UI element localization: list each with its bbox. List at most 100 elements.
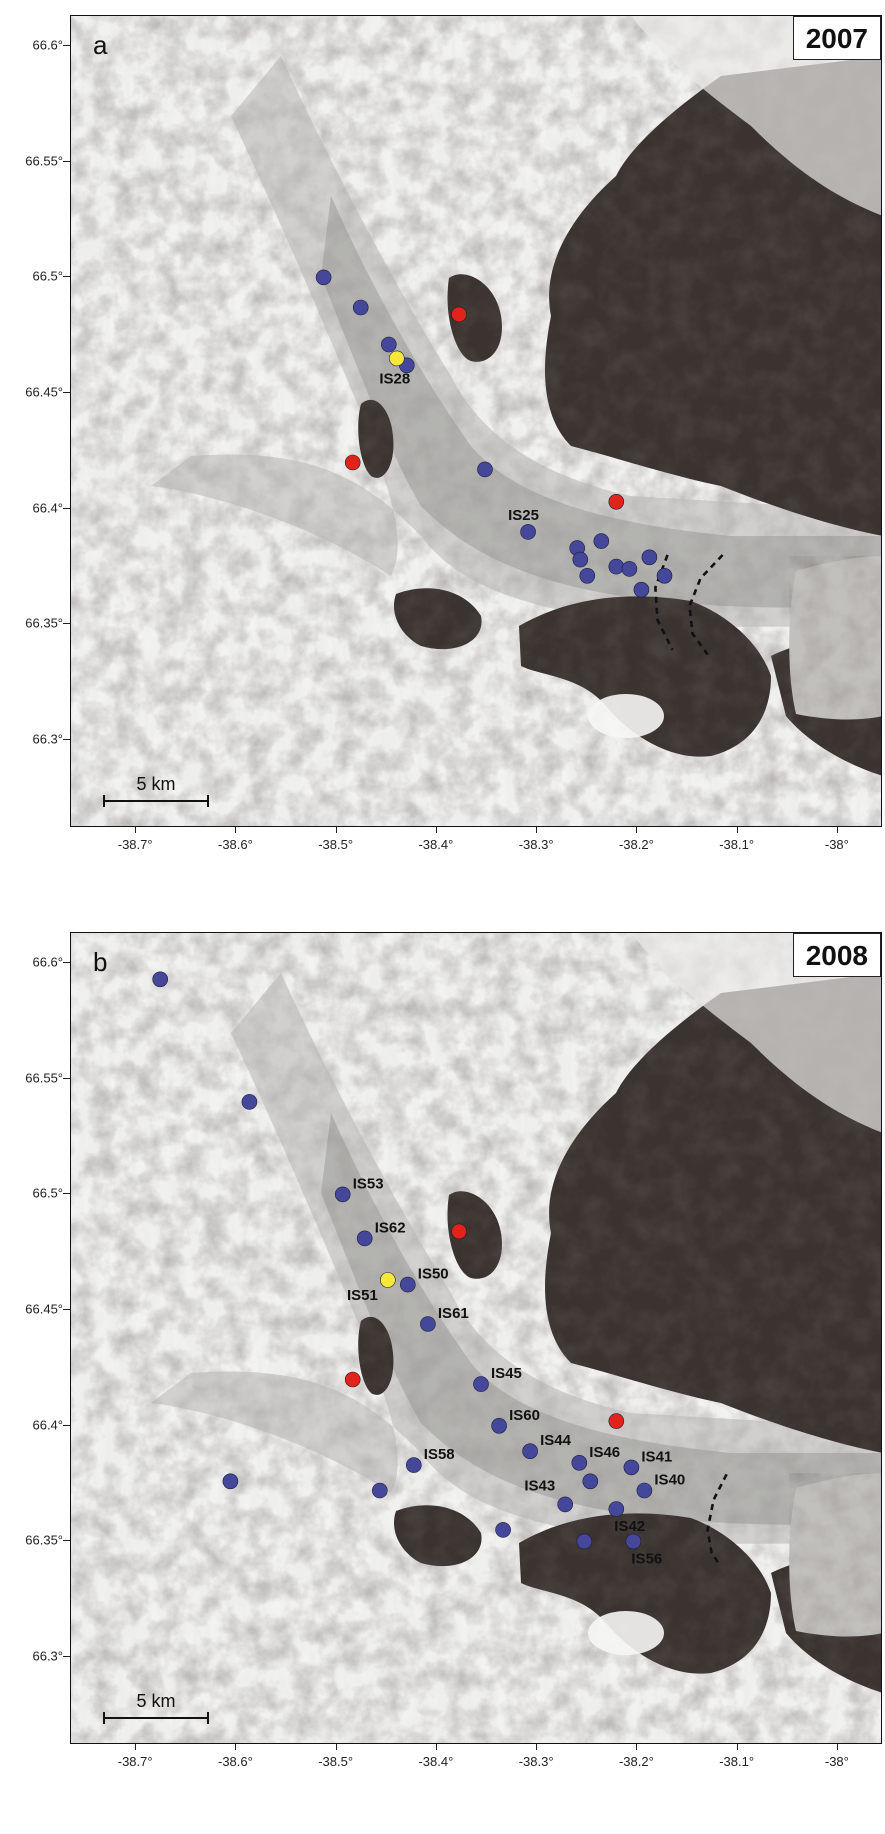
gps-station-marker (593, 533, 610, 549)
latitude-tick (63, 507, 70, 509)
longitude-tick (736, 1744, 738, 1750)
scale-bar-label: 5 km (136, 774, 176, 794)
scale-bar-cap (103, 795, 105, 807)
gps-station-marker (522, 1443, 538, 1460)
panel-letter: b (93, 947, 108, 977)
gps-station-marker (371, 1482, 388, 1499)
panel-letter: a (93, 30, 108, 60)
latitude-tick (63, 1656, 70, 1658)
latitude-tick-label: 66.6° (32, 37, 63, 53)
longitude-tick (836, 827, 838, 833)
station-label: IS53 (353, 1175, 384, 1192)
gps-station-marker (633, 581, 650, 598)
latitude-tick-label: 66.4° (32, 500, 63, 516)
longitude-tick (536, 827, 538, 833)
map-frame: IS53 IS62 IS50 IS61 IS45 IS60 IS44 IS46 IS41 IS58… (70, 932, 882, 1744)
reference-station-red-marker (344, 454, 361, 471)
gps-station-marker (222, 1473, 239, 1490)
latitude-tick-label: 66.35° (25, 1532, 63, 1548)
gps-station-marker (608, 1501, 625, 1517)
reference-station-yellow-marker (388, 350, 405, 367)
longitude-tick-label: -38.6° (217, 837, 253, 852)
longitude-tick-label: -38° (824, 1754, 849, 1769)
longitude-tick-label: -38.1° (719, 1754, 755, 1769)
gps-station-marker (579, 567, 596, 584)
scale-bar-line (103, 1717, 209, 1719)
station-label: IS45 (491, 1365, 522, 1382)
gps-station-marker (557, 1496, 574, 1513)
latitude-tick (63, 45, 70, 47)
station-label: IS41 (641, 1448, 672, 1465)
station-label: IS58 (424, 1446, 455, 1463)
scale-bar: 5 km (103, 1691, 209, 1724)
reference-station-red-marker (608, 1413, 625, 1429)
latitude-tick (63, 392, 70, 394)
longitude-tick-label: -38.5° (318, 1754, 354, 1769)
latitude-tick-label: 66.4° (32, 1417, 63, 1433)
latitude-tick-label: 66.6° (32, 954, 63, 970)
latitude-tick (63, 962, 70, 964)
station-label: IS25 (508, 507, 539, 524)
latitude-tick (63, 276, 70, 278)
scale-bar-cap (103, 1712, 105, 1724)
gps-station-marker (636, 1482, 653, 1499)
station-label: IS60 (509, 1407, 540, 1424)
latitude-tick-label: 66.35° (25, 615, 63, 631)
gps-station-marker (520, 524, 536, 540)
station-label: IS44 (540, 1432, 572, 1449)
gps-station-marker (576, 1533, 593, 1550)
latitude-tick-label: 66.5° (32, 1185, 63, 1201)
longitude-tick-label: -38.3° (518, 837, 554, 852)
longitude-tick (335, 827, 337, 833)
gps-station-marker (641, 549, 658, 566)
scale-bar: 5 km (103, 774, 209, 807)
latitude-tick-label: 66.3° (32, 731, 63, 747)
gps-station-marker (356, 1230, 373, 1247)
reference-station-red-marker (608, 493, 625, 510)
latitude-tick (63, 1077, 70, 1079)
longitude-tick (836, 1744, 838, 1750)
latitude-tick-label: 66.3° (32, 1648, 63, 1664)
longitude-tick-label: -38.4° (418, 837, 454, 852)
longitude-tick-label: -38.5° (318, 837, 354, 852)
map-frame: IS25 IS28 a 2007 5 km (70, 15, 882, 827)
scale-bar-line (103, 800, 209, 802)
reference-station-yellow-marker (379, 1272, 396, 1288)
gps-station-marker (473, 1376, 489, 1392)
panel-a: IS25 IS28 a 2007 5 km 66.6° 66.55° 66.5° 66.45° 6… (0, 0, 885, 905)
gps-station-marker (420, 1316, 436, 1332)
scale-bar-label: 5 km (136, 1691, 176, 1711)
gps-station-marker (315, 269, 332, 286)
longitude-tick-label: -38.2° (618, 837, 654, 852)
station-label: IS40 (654, 1472, 685, 1489)
station-label: IS56 (631, 1550, 662, 1567)
scale-bar-cap (207, 1712, 209, 1724)
latitude-tick (63, 1424, 70, 1426)
map-overlay: IS25 IS28 (315, 269, 724, 656)
longitude-tick (435, 1744, 437, 1750)
reference-station-red-marker (451, 1223, 467, 1240)
gps-station-marker (380, 336, 397, 353)
longitude-tick-label: -38° (824, 837, 849, 852)
longitude-tick-label: -38.6° (217, 1754, 253, 1769)
gps-station-marker (241, 1094, 258, 1110)
latitude-tick (63, 739, 70, 741)
station-label: IS46 (589, 1444, 620, 1461)
station-label: IS28 (379, 370, 410, 387)
latitude-tick-label: 66.45° (25, 384, 63, 400)
satellite-image-background (71, 933, 881, 1743)
longitude-tick-label: -38.7° (117, 837, 153, 852)
station-label: IS42 (614, 1518, 645, 1535)
gps-station-marker (572, 551, 589, 568)
gps-station-marker (491, 1417, 507, 1434)
gps-station-marker (405, 1457, 422, 1473)
longitude-tick (636, 827, 638, 833)
station-label: IS43 (524, 1477, 555, 1494)
longitude-tick-label: -38.7° (117, 1754, 153, 1769)
year-label: 2008 (792, 933, 881, 977)
longitude-tick (536, 1744, 538, 1750)
gps-station-marker (656, 567, 673, 584)
longitude-tick-label: -38.1° (719, 837, 755, 852)
station-label: IS51 (347, 1287, 378, 1304)
